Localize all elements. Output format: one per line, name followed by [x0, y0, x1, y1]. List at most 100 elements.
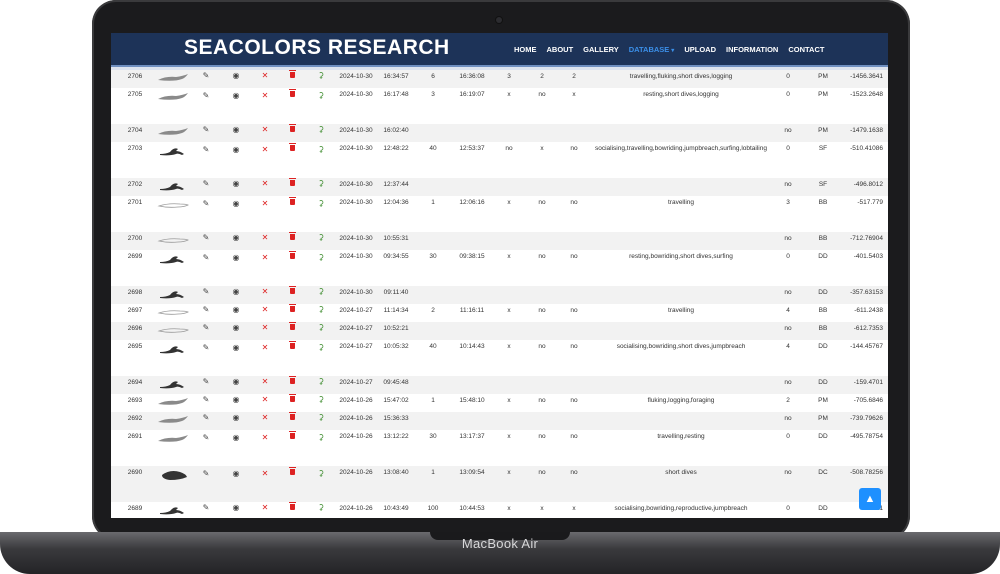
edit-icon[interactable]: ✎: [202, 343, 210, 352]
delete-trash-icon[interactable]: [287, 431, 297, 441]
edit-icon[interactable]: ✎: [202, 469, 210, 478]
view-eye-icon[interactable]: ◉: [232, 413, 240, 422]
nav-gallery[interactable]: GALLERY: [583, 45, 619, 54]
view-eye-icon[interactable]: ◉: [232, 395, 240, 404]
view-eye-icon[interactable]: ◉: [232, 287, 240, 296]
edit-icon[interactable]: ✎: [202, 253, 210, 262]
close-icon[interactable]: ✕: [261, 469, 269, 478]
sighting-thumbnail[interactable]: [156, 126, 190, 138]
biopsy-icon[interactable]: ⚳: [318, 323, 324, 332]
sighting-thumbnail[interactable]: [156, 199, 190, 211]
biopsy-icon[interactable]: ⚳: [318, 125, 324, 134]
edit-icon[interactable]: ✎: [202, 433, 210, 442]
close-icon[interactable]: ✕: [261, 377, 269, 386]
delete-trash-icon[interactable]: [287, 178, 297, 188]
close-icon[interactable]: ✕: [261, 287, 269, 296]
delete-trash-icon[interactable]: [287, 89, 297, 99]
close-icon[interactable]: ✕: [261, 199, 269, 208]
close-icon[interactable]: ✕: [261, 125, 269, 134]
biopsy-icon[interactable]: ⚳: [318, 377, 324, 386]
biopsy-icon[interactable]: ⚳: [318, 395, 324, 404]
close-icon[interactable]: ✕: [261, 71, 269, 80]
delete-trash-icon[interactable]: [287, 124, 297, 134]
view-eye-icon[interactable]: ◉: [232, 469, 240, 478]
biopsy-icon[interactable]: ⚳: [318, 145, 324, 154]
nav-home[interactable]: HOME: [514, 45, 537, 54]
delete-trash-icon[interactable]: [287, 502, 297, 512]
sighting-thumbnail[interactable]: [156, 469, 190, 481]
delete-trash-icon[interactable]: [287, 232, 297, 242]
biopsy-icon[interactable]: ⚳: [318, 199, 324, 208]
close-icon[interactable]: ✕: [261, 145, 269, 154]
scroll-to-top-button[interactable]: ▲: [859, 488, 881, 510]
edit-icon[interactable]: ✎: [202, 287, 210, 296]
nav-contact[interactable]: CONTACT: [788, 45, 824, 54]
biopsy-icon[interactable]: ⚳: [318, 179, 324, 188]
delete-trash-icon[interactable]: [287, 197, 297, 207]
view-eye-icon[interactable]: ◉: [232, 503, 240, 512]
edit-icon[interactable]: ✎: [202, 395, 210, 404]
sighting-thumbnail[interactable]: [156, 253, 190, 265]
edit-icon[interactable]: ✎: [202, 323, 210, 332]
view-eye-icon[interactable]: ◉: [232, 145, 240, 154]
edit-icon[interactable]: ✎: [202, 125, 210, 134]
sighting-thumbnail[interactable]: [156, 324, 190, 336]
biopsy-icon[interactable]: ⚳: [318, 233, 324, 242]
edit-icon[interactable]: ✎: [202, 71, 210, 80]
sighting-thumbnail[interactable]: [156, 343, 190, 355]
edit-icon[interactable]: ✎: [202, 145, 210, 154]
view-eye-icon[interactable]: ◉: [232, 433, 240, 442]
sighting-thumbnail[interactable]: [156, 145, 190, 157]
nav-information[interactable]: INFORMATION: [726, 45, 778, 54]
edit-icon[interactable]: ✎: [202, 199, 210, 208]
delete-trash-icon[interactable]: [287, 143, 297, 153]
sighting-thumbnail[interactable]: [156, 396, 190, 408]
view-eye-icon[interactable]: ◉: [232, 305, 240, 314]
view-eye-icon[interactable]: ◉: [232, 179, 240, 188]
close-icon[interactable]: ✕: [261, 503, 269, 512]
delete-trash-icon[interactable]: [287, 394, 297, 404]
biopsy-icon[interactable]: ⚳: [318, 413, 324, 422]
edit-icon[interactable]: ✎: [202, 233, 210, 242]
view-eye-icon[interactable]: ◉: [232, 71, 240, 80]
view-eye-icon[interactable]: ◉: [232, 199, 240, 208]
close-icon[interactable]: ✕: [261, 305, 269, 314]
edit-icon[interactable]: ✎: [202, 179, 210, 188]
edit-icon[interactable]: ✎: [202, 413, 210, 422]
delete-trash-icon[interactable]: [287, 286, 297, 296]
delete-trash-icon[interactable]: [287, 251, 297, 261]
nav-about[interactable]: ABOUT: [547, 45, 574, 54]
edit-icon[interactable]: ✎: [202, 91, 210, 100]
close-icon[interactable]: ✕: [261, 433, 269, 442]
view-eye-icon[interactable]: ◉: [232, 125, 240, 134]
biopsy-icon[interactable]: ⚳: [318, 343, 324, 352]
delete-trash-icon[interactable]: [287, 70, 297, 80]
edit-icon[interactable]: ✎: [202, 503, 210, 512]
sighting-thumbnail[interactable]: [156, 414, 190, 426]
edit-icon[interactable]: ✎: [202, 377, 210, 386]
biopsy-icon[interactable]: ⚳: [318, 91, 324, 100]
view-eye-icon[interactable]: ◉: [232, 91, 240, 100]
close-icon[interactable]: ✕: [261, 323, 269, 332]
site-logo[interactable]: SEACOLORS RESEARCH: [184, 36, 450, 59]
view-eye-icon[interactable]: ◉: [232, 253, 240, 262]
close-icon[interactable]: ✕: [261, 91, 269, 100]
close-icon[interactable]: ✕: [261, 233, 269, 242]
view-eye-icon[interactable]: ◉: [232, 233, 240, 242]
delete-trash-icon[interactable]: [287, 304, 297, 314]
biopsy-icon[interactable]: ⚳: [318, 469, 324, 478]
biopsy-icon[interactable]: ⚳: [318, 503, 324, 512]
view-eye-icon[interactable]: ◉: [232, 343, 240, 352]
biopsy-icon[interactable]: ⚳: [318, 253, 324, 262]
sighting-thumbnail[interactable]: [156, 234, 190, 246]
sighting-thumbnail[interactable]: [156, 288, 190, 300]
delete-trash-icon[interactable]: [287, 376, 297, 386]
biopsy-icon[interactable]: ⚳: [318, 287, 324, 296]
sighting-thumbnail[interactable]: [156, 91, 190, 103]
biopsy-icon[interactable]: ⚳: [318, 433, 324, 442]
sighting-thumbnail[interactable]: [156, 433, 190, 445]
close-icon[interactable]: ✕: [261, 413, 269, 422]
delete-trash-icon[interactable]: [287, 341, 297, 351]
sighting-thumbnail[interactable]: [156, 504, 190, 516]
biopsy-icon[interactable]: ⚳: [318, 71, 324, 80]
